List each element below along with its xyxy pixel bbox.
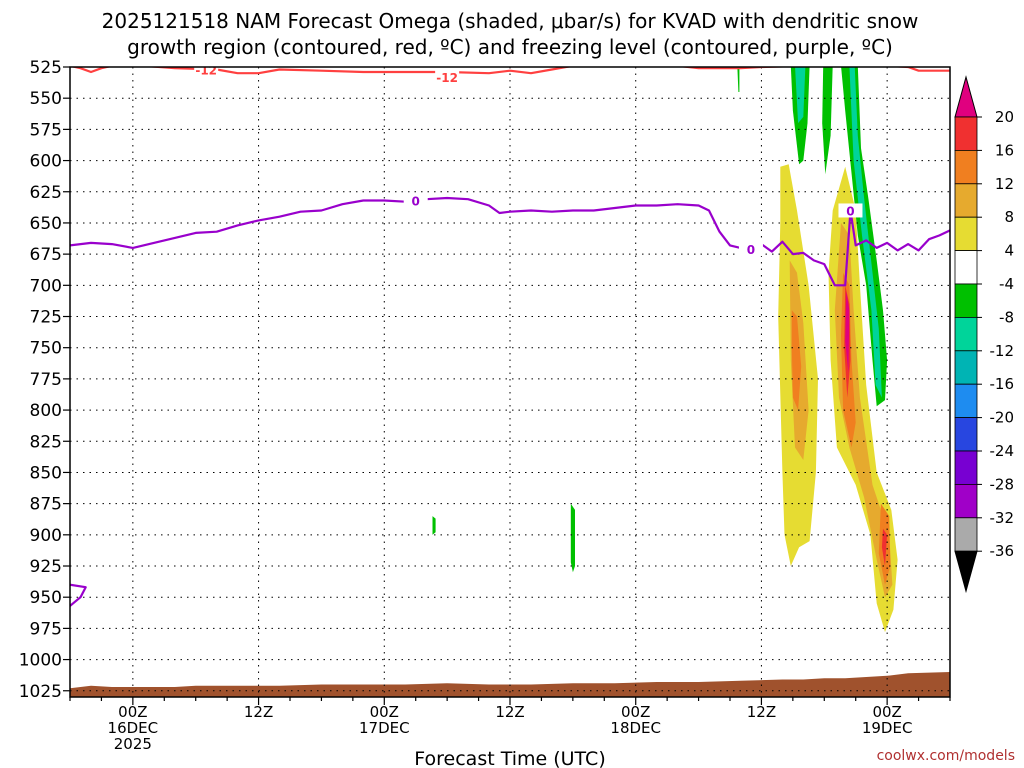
y-tick-label-950: 950 — [30, 588, 62, 608]
colorbar-top-arrow — [954, 75, 978, 118]
y-tick-label-550: 550 — [30, 89, 62, 109]
y-tick-label-625: 625 — [30, 183, 62, 203]
colorbar-label--8: -8 — [999, 308, 1014, 326]
colorbar-label--24: -24 — [990, 442, 1015, 460]
colorbar-label--28: -28 — [990, 475, 1015, 493]
x-tick-label-66-0: 12Z — [747, 703, 776, 721]
credit-text: coolwx.com/models — [877, 748, 1015, 764]
omega-region-14 — [849, 67, 882, 398]
y-tick-label-725: 725 — [30, 308, 62, 328]
y-tick-label-750: 750 — [30, 339, 62, 359]
x-tick-label-6-0: 00Z — [118, 703, 147, 721]
y-tick-label-825: 825 — [30, 432, 62, 452]
freezing-label-1: 0 — [412, 194, 420, 208]
x-tick-label-30-1: 17DEC — [359, 719, 410, 737]
x-tick-label-42-0: 12Z — [495, 703, 524, 721]
x-tick-label-78-1: 19DEC — [862, 719, 913, 737]
x-tick-label-30-0: 00Z — [370, 703, 399, 721]
y-tick-label-650: 650 — [30, 214, 62, 234]
dgz-minus12-contour — [70, 67, 950, 75]
y-tick-label-700: 700 — [30, 276, 62, 296]
x-tick-label-54-1: 18DEC — [610, 719, 661, 737]
y-tick-label-525: 525 — [30, 58, 62, 78]
colorbar-label-12: 12 — [995, 175, 1014, 193]
colorbar-segment-7 — [954, 350, 978, 385]
colorbar-label-16: 16 — [995, 141, 1014, 159]
omega-region-17 — [570, 503, 575, 573]
colorbar-label--20: -20 — [990, 409, 1015, 427]
colorbar-segment-1 — [954, 149, 978, 185]
omega-region-12 — [822, 67, 833, 175]
chart-title-line-2: growth region (contoured, red, ºC) and f… — [127, 35, 893, 59]
colorbar-segment-12 — [954, 517, 978, 552]
y-tick-label-575: 575 — [30, 120, 62, 140]
y-tick-label-600: 600 — [30, 152, 62, 172]
plot-border — [69, 66, 951, 698]
x-tick-label-6-2: 2025 — [114, 735, 152, 753]
x-tick-label-54-0: 00Z — [621, 703, 650, 721]
y-axis: 525 550 575 600 625 650 675 700 725 750 775 800 825 8… — [19, 58, 70, 702]
y-tick-label-975: 975 — [30, 619, 62, 639]
colorbar-label-4: 4 — [1004, 242, 1014, 260]
colorbar-label--4: -4 — [999, 275, 1014, 293]
colorbar-segment-4 — [954, 250, 978, 285]
omega-region-2 — [791, 310, 802, 411]
colorbar-bottom-arrow — [954, 550, 978, 594]
colorbar-segment-8 — [954, 383, 978, 419]
colorbar-label--16: -16 — [990, 375, 1015, 393]
y-tick-label-850: 850 — [30, 463, 62, 483]
colorbar-label--12: -12 — [990, 342, 1015, 360]
x-tick-label-6-1: 16DEC — [108, 719, 159, 737]
omega-region-15 — [737, 67, 740, 92]
freezing-label-3: 0 — [846, 204, 854, 218]
colorbar: 20 16 12 8 4 -4 -8 -12 -16 -20 -24 -28 -32 -36 — [954, 75, 1015, 594]
colorbar-segment-5 — [954, 283, 978, 318]
y-tick-label-875: 875 — [30, 495, 62, 515]
omega-region-9 — [845, 291, 850, 373]
omega-region-8 — [881, 528, 888, 566]
dgz-label-2: -12 — [436, 71, 458, 85]
y-tick-label-675: 675 — [30, 245, 62, 265]
freezing-label-1-bg — [403, 193, 428, 208]
y-tick-label-775: 775 — [30, 370, 62, 390]
colorbar-segment-6 — [954, 316, 978, 352]
x-tick-label-78-0: 00Z — [872, 703, 901, 721]
colorbar-segment-9 — [954, 417, 978, 452]
colorbar-label-8: 8 — [1004, 208, 1014, 226]
y-tick-label-900: 900 — [30, 526, 62, 546]
y-tick-label-800: 800 — [30, 401, 62, 421]
omega-region-11 — [795, 67, 806, 124]
freezing-label-2: 0 — [747, 243, 755, 257]
omega-region-16 — [432, 516, 436, 535]
plot-inner: -12 -12 0 0 0 — [70, 63, 950, 697]
dgz-label-2-bg — [435, 69, 460, 84]
freezing-level-contour — [70, 196, 950, 287]
y-tick-label-925: 925 — [30, 557, 62, 577]
colorbar-segment-2 — [954, 183, 978, 218]
dgz-label-1: -12 — [195, 63, 217, 77]
y-tick-label-1000: 1000 — [19, 651, 62, 671]
colorbar-label--32: -32 — [990, 509, 1015, 527]
dgz-label-1-bg — [194, 67, 219, 77]
freezing-level-contour-low — [70, 583, 87, 607]
plot-area: -12 -12 0 0 0 — [69, 63, 951, 698]
colorbar-segment-0 — [954, 116, 978, 151]
colorbar-label--36: -36 — [990, 542, 1015, 560]
freezing-label-3-bg — [838, 203, 863, 218]
x-tick-label-18-0: 12Z — [244, 703, 273, 721]
y-tick-label-1025: 1025 — [19, 682, 62, 702]
chart-title-line-1: 2025121518 NAM Forecast Omega (shaded, μ… — [102, 9, 919, 33]
colorbar-segment-3 — [954, 216, 978, 251]
x-axis-label: Forecast Time (UTC) — [414, 748, 605, 768]
colorbar-segment-10 — [954, 450, 978, 485]
colorbar-segment-11 — [954, 483, 978, 519]
freezing-label-2-bg — [738, 242, 763, 257]
colorbar-label-20: 20 — [995, 108, 1014, 126]
